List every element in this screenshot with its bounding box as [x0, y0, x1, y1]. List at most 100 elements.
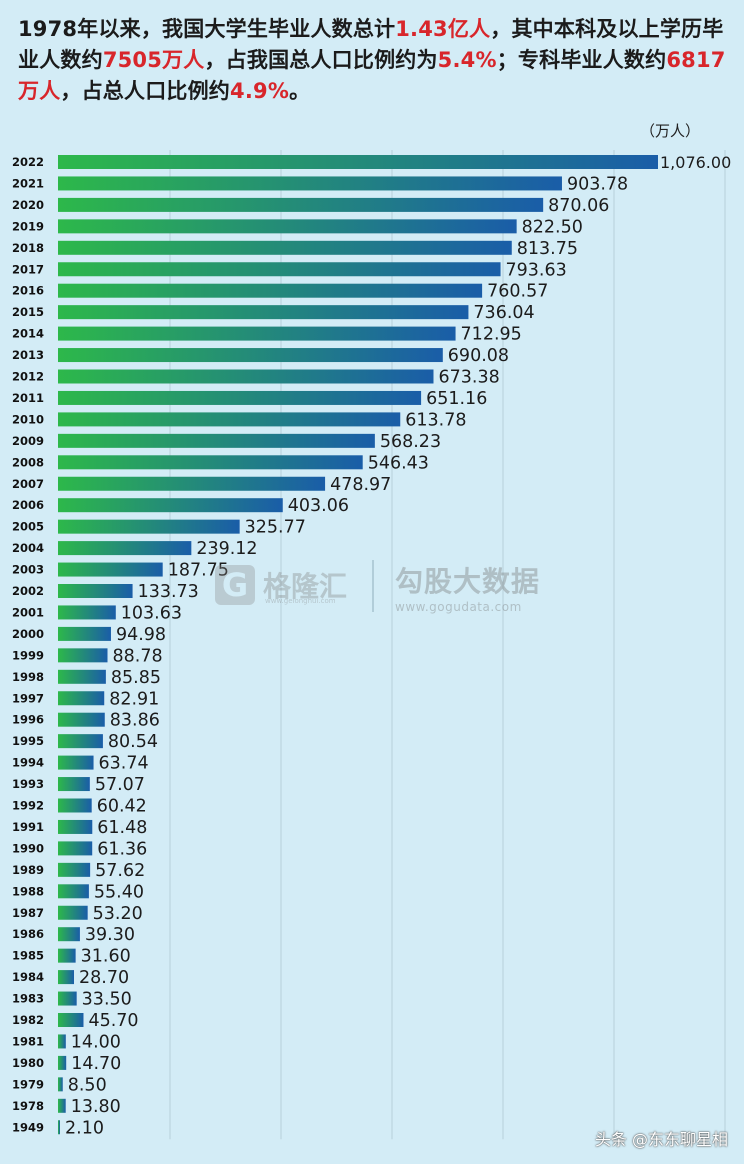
- tick-label: 2019: [12, 219, 44, 233]
- tick-label: 1983: [12, 992, 44, 1006]
- bar: [58, 262, 501, 277]
- watermark-gelonghui: G 格隆汇 www.gelonghui.com: [215, 563, 365, 611]
- tick-label: 1994: [12, 756, 44, 770]
- value-label: 80.54: [108, 732, 158, 752]
- bar: [58, 155, 658, 169]
- value-label: 239.12: [196, 539, 257, 559]
- bar: [58, 1055, 67, 1070]
- bars: [58, 155, 658, 1135]
- value-label: 613.78: [405, 410, 466, 430]
- tick-label: 1981: [12, 1034, 44, 1048]
- bar: [58, 819, 93, 834]
- value-label: 61.48: [97, 818, 147, 838]
- value-label: 1,076.00: [660, 153, 731, 172]
- bar: [58, 562, 163, 577]
- bar: [58, 1077, 63, 1092]
- value-label: 14.70: [71, 1054, 121, 1074]
- value-label: 712.95: [461, 325, 522, 345]
- tick-label: 2005: [12, 520, 44, 534]
- headline-part-6: 。: [289, 79, 311, 103]
- tick-label: 2008: [12, 455, 44, 469]
- bar: [58, 626, 111, 641]
- bar: [58, 691, 105, 706]
- value-label: 2.10: [65, 1118, 104, 1138]
- value-label: 85.85: [111, 668, 161, 688]
- bar: [58, 412, 401, 427]
- tick-label: 2002: [12, 584, 44, 598]
- value-label: 88.78: [113, 646, 163, 666]
- tick-label: 2017: [12, 262, 44, 276]
- tick-label: 1978: [12, 1099, 44, 1113]
- watermark-gelonghui-url: www.gelonghui.com: [265, 597, 336, 605]
- tick-label: 1992: [12, 799, 44, 813]
- value-label: 61.36: [97, 839, 147, 859]
- watermark-gogudata-url: www.gogudata.com: [395, 600, 522, 614]
- bar: [58, 798, 92, 813]
- tick-label: 2011: [12, 391, 44, 405]
- value-label: 403.06: [288, 496, 349, 516]
- value-label: 60.42: [97, 797, 147, 817]
- value-label: 133.73: [138, 582, 199, 602]
- value-label: 57.07: [95, 775, 145, 795]
- bar: [58, 369, 434, 384]
- tick-label: 2020: [12, 198, 44, 212]
- value-label: 55.40: [94, 882, 144, 902]
- bar: [58, 433, 375, 448]
- bar: [58, 841, 93, 856]
- tick-label: 1988: [12, 884, 44, 898]
- bar: [58, 390, 422, 405]
- value-label: 94.98: [116, 625, 166, 645]
- value-label: 63.74: [99, 754, 149, 774]
- bar: [58, 712, 105, 727]
- headline-part-5: ，占总人口比例约: [60, 79, 231, 103]
- tick-label: 2015: [12, 305, 44, 319]
- tick-label: 1986: [12, 927, 44, 941]
- value-label: 651.16: [426, 389, 487, 409]
- unit-label: （万人）: [640, 122, 701, 140]
- tick-label: 1998: [12, 670, 44, 684]
- tick-label: 1984: [12, 970, 44, 984]
- bar: [58, 648, 108, 663]
- tick-label: 1995: [12, 734, 44, 748]
- bar: [58, 519, 240, 534]
- tick-label: 1993: [12, 777, 44, 791]
- value-label: 736.04: [473, 303, 534, 323]
- headline-part-3: ，占我国总人口比例约为: [204, 48, 438, 72]
- value-label: 546.43: [368, 453, 429, 473]
- tick-label: 1979: [12, 1077, 44, 1091]
- value-label: 31.60: [81, 947, 131, 967]
- value-labels: 1,076.00 903.78870.06822.50813.75793.6376…: [65, 153, 731, 1138]
- bar: [58, 884, 89, 899]
- bar: [58, 455, 363, 470]
- tick-label: 2012: [12, 370, 44, 384]
- value-label: 83.86: [110, 711, 160, 731]
- tick-label: 2016: [12, 284, 44, 298]
- value-label: 760.57: [487, 282, 548, 302]
- tick-label: 1987: [12, 906, 44, 920]
- watermark-gogudata: 勾股大数据 www.gogudata.com: [395, 560, 565, 614]
- tick-label: 1980: [12, 1056, 44, 1070]
- headline-highlight-5: 4.9%: [230, 79, 290, 103]
- gelonghui-logo-icon: G: [215, 565, 255, 605]
- value-label: 478.97: [330, 475, 391, 495]
- grid-lines: [169, 150, 726, 1140]
- bar: [58, 240, 512, 255]
- value-label: 14.00: [71, 1032, 121, 1052]
- tick-label: 1949: [12, 1120, 44, 1134]
- bar: [58, 176, 562, 191]
- value-label: 82.91: [109, 689, 159, 709]
- value-label: 822.50: [522, 217, 583, 237]
- value-label: 8.50: [68, 1075, 107, 1095]
- tick-label: 2007: [12, 477, 44, 491]
- credit-text: 头条 @东东聊星相: [594, 1130, 728, 1149]
- bar: [58, 326, 456, 341]
- tick-label: 2010: [12, 412, 44, 426]
- bar: [58, 1098, 66, 1113]
- value-label: 39.30: [85, 925, 135, 945]
- value-label: 673.38: [438, 368, 499, 388]
- bar: [58, 905, 88, 920]
- bar: [58, 669, 106, 684]
- tick-label: 2004: [12, 541, 44, 555]
- bar: [58, 305, 469, 320]
